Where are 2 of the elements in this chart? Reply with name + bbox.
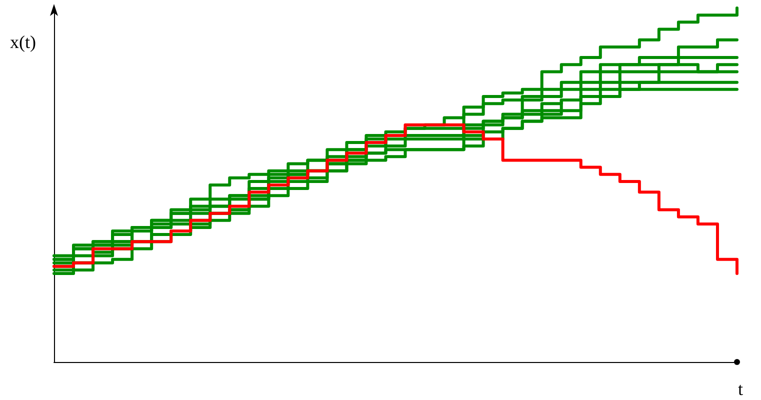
y-axis-title: x(t)	[10, 32, 36, 52]
x-axis-title: t	[738, 379, 744, 399]
